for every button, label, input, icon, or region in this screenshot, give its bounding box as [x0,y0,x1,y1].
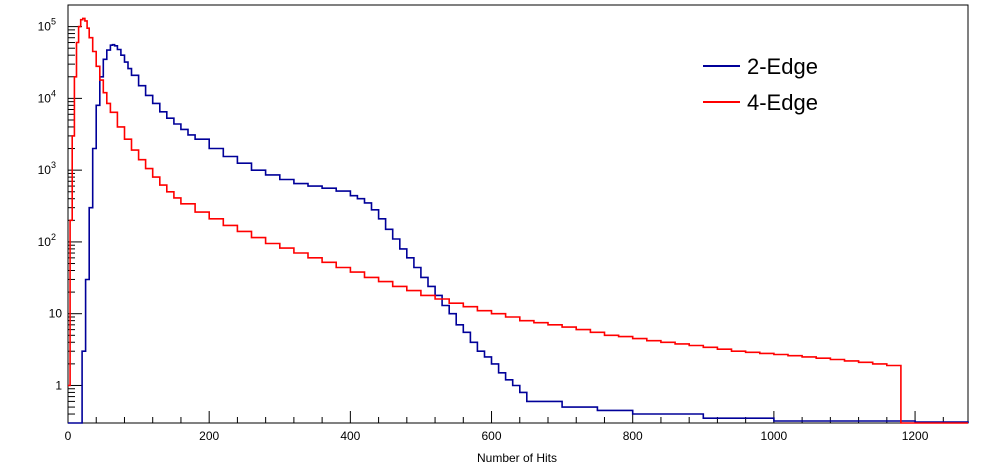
y-tick-exponent: 3 [51,160,56,170]
series-layer [68,17,969,424]
legend: 2-Edge 4-Edge [703,54,818,115]
y-tick-exponent: 2 [51,232,56,242]
y-tick-label: 104 [38,88,56,105]
y-tick-label: 105 [38,17,56,34]
x-tick-label: 400 [340,429,360,443]
series-line-four-edge [68,17,968,424]
y-tick-base: 10 [38,235,52,249]
x-tick-label: 0 [65,429,72,443]
x-tick-label: 600 [482,429,502,443]
x-tick-label: 1000 [761,429,788,443]
legend-label: 4-Edge [747,90,818,115]
y-tick-label: 1 [55,378,62,392]
y-tick-base: 10 [38,91,52,105]
y-tick-label: 10 [49,307,63,321]
y-tick-base: 10 [38,163,52,177]
y-tick-label: 103 [38,160,56,177]
series-line-two-edge [68,43,969,424]
plot-frame [67,4,969,424]
x-tick-label: 800 [623,429,643,443]
y-tick-exponent: 4 [51,88,56,98]
x-tick-label: 200 [199,429,219,443]
y-tick-label: 102 [38,232,56,249]
x-axis-title: Number of Hits [477,451,557,465]
legend-label: 2-Edge [747,54,818,79]
x-tick-label: 1200 [902,429,929,443]
y-tick-base: 10 [38,20,52,34]
y-tick-exponent: 5 [51,17,56,27]
